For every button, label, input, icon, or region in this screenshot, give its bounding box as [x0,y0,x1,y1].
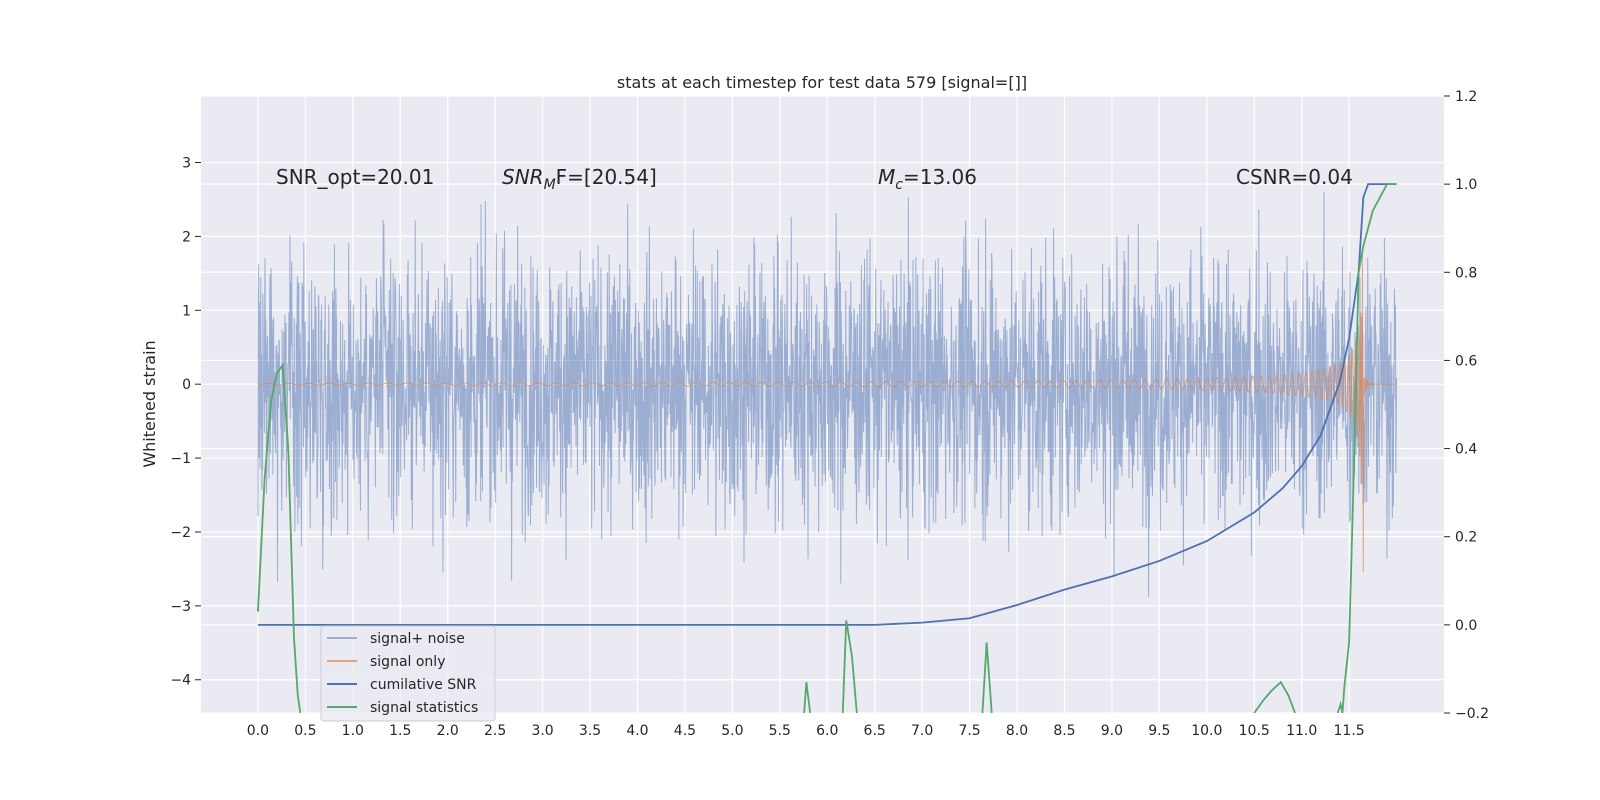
series-signal-statistics [257,362,302,713]
x-tick-label: 7.0 [911,723,933,739]
x-tick-label: 9.0 [1101,723,1123,739]
y2-tick-label: 0.4 [1455,442,1477,458]
x-tick-label: 3.5 [579,723,601,739]
x-tick-label: 10.0 [1191,723,1222,739]
x-tick-label: 4.0 [626,723,648,739]
legend-label-signal-statistics: signal statistics [370,700,478,716]
y2-tick-label: −0.2 [1455,706,1489,722]
x-tick-label: 0.5 [294,723,316,739]
x-tick-label: 11.5 [1334,723,1365,739]
chart-title: stats at each timestep for test data 579… [617,73,1027,92]
x-tick-label: 11.0 [1286,723,1317,739]
series-signal-only [257,252,1397,573]
annotation-mc-value: =13.06 [903,165,977,189]
annotation-snr-opt: SNR_opt=20.01 [276,165,434,189]
x-tick-label: 8.5 [1053,723,1075,739]
x-tick-label: 5.5 [769,723,791,739]
y-tick-label: 3 [182,156,191,172]
x-tick-label: 2.5 [484,723,506,739]
series-signal-statistics [803,682,812,713]
annotations: SNR_opt=20.01 SNRMF=[20.54] Mc=13.06 CSN… [276,165,1353,193]
legend-label-cumulative-snr: cumilative SNR [370,677,477,693]
annotation-mc-subscript: c [895,177,903,193]
legend: signal+ noise signal only cumilative SNR… [320,625,496,722]
series-signal-statistics [981,642,993,713]
series-signal-statistics [841,620,858,713]
annotation-mc-symbol: M [878,165,895,189]
y-tick-label: −2 [170,525,191,541]
x-tick-label: 1.0 [342,723,364,739]
annotation-snr-mf-value: F=[20.54] [556,165,657,189]
left-axis: −4 −3 −2 −1 0 1 2 3 [170,156,201,689]
series-signal-statistics [1253,680,1296,713]
x-tick-label: 6.0 [816,723,838,739]
x-tick-label: 10.5 [1239,723,1270,739]
y-tick-label: −3 [170,599,191,615]
annotation-snr-mf: SNRMF=[20.54] [502,165,657,193]
series-signal-noise [257,191,1398,597]
y2-tick-label: 0.2 [1455,530,1477,546]
series-cumulative-snr [257,183,1397,626]
y-tick-label: 2 [182,229,191,245]
legend-label-signal-only: signal only [370,654,445,670]
annotation-csnr: CSNR=0.04 [1236,165,1353,189]
right-axis: −0.2 0.0 0.2 0.4 0.6 0.8 1.0 1.2 [1444,89,1489,722]
y2-tick-label: 0.6 [1455,353,1477,369]
legend-label-signal-noise: signal+ noise [370,631,465,647]
legend-box [320,625,496,722]
x-axis: 0.0 0.5 1.0 1.5 2.0 2.5 3.0 3.5 4.0 4.5 5.0 5.5 6.0 6… [247,723,1365,739]
x-tick-label: 5.0 [721,723,743,739]
x-tick-label: 4.5 [674,723,696,739]
y2-tick-label: 0.0 [1455,618,1477,634]
x-tick-label: 8.0 [1006,723,1028,739]
x-tick-label: 6.5 [864,723,886,739]
y2-tick-label: 1.0 [1455,177,1477,193]
y-tick-label: 0 [182,377,191,393]
y2-tick-label: 0.8 [1455,265,1477,281]
x-tick-label: 7.5 [958,723,980,739]
x-tick-label: 0.0 [247,723,269,739]
annotation-mc: Mc=13.06 [878,165,977,193]
annotation-snr-mf-symbol: SNR [502,165,544,189]
y-tick-label: 1 [182,303,191,319]
y-axis-label: Whitened strain [140,340,159,467]
annotation-snr-mf-subscript: M [544,177,556,193]
series-signal-statistics [1336,183,1397,713]
x-tick-label: 2.0 [437,723,459,739]
x-tick-label: 3.0 [531,723,553,739]
y2-tick-label: 1.2 [1455,89,1477,105]
y-tick-label: −4 [170,673,191,689]
series-layer [257,183,1398,713]
y-tick-label: −1 [170,451,191,467]
x-tick-label: 9.5 [1148,723,1170,739]
x-tick-label: 1.5 [389,723,411,739]
